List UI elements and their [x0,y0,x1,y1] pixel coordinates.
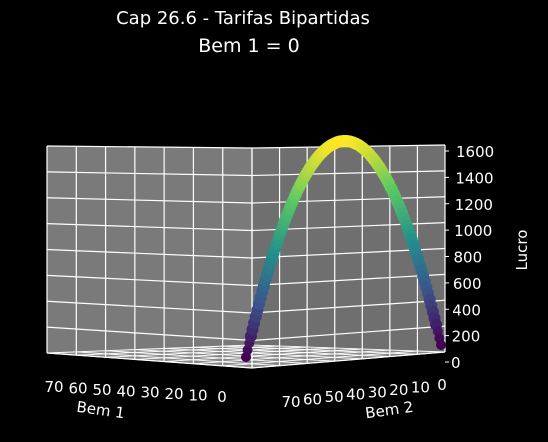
y-tick-label: 70 [281,393,300,411]
floor-grid-line [134,347,335,360]
floor-grid-line [76,351,280,367]
floor-grid-line [46,352,253,369]
y-tick-labels: 70 60 50 40 30 20 10 0 [281,376,446,411]
x-axis-label: Bem 1 [75,398,125,423]
floor-grid-line [46,344,253,354]
floor-grid-line [134,349,335,362]
z-tick-label: 1600 [456,143,494,161]
z-tick-label: 1200 [455,196,493,214]
chart-title: Cap 26.6 - Tarifas Bipartidas [116,8,370,29]
y-tick-label: 50 [325,388,344,406]
y-tick-label: 20 [389,381,408,399]
x-tick-labels: 70 60 50 40 30 20 10 0 [44,378,226,406]
grid-line-z-left [46,145,253,149]
floor-grid-line [222,350,418,367]
y-tick-label: 40 [346,386,365,404]
x-tick-label: 70 [44,378,63,396]
grid-line-z-left [46,223,253,232]
y-tick-label: 0 [437,376,447,394]
z-tick-label: 1000 [454,222,492,240]
x-tick-label: 60 [68,379,87,397]
x-tick-label: 20 [164,385,183,403]
floor-grid-line [105,350,308,364]
grid-line-z-right [251,273,446,287]
grid-line-z-right [251,170,446,177]
grid-line-z-left [46,248,253,259]
grid-line-z-left [46,197,253,204]
x-tick-label: 50 [92,381,111,399]
grid-line-z-right [251,299,446,314]
z-tick-label: 800 [454,249,483,267]
y-tick-label: 30 [368,383,387,401]
z-tick-label: 1400 [455,169,493,187]
z-axis-label: Lucro [513,230,531,271]
floor-grid-line [164,348,363,363]
z-tick-labels: 0 200 400 600 800 1000 1200 1400 1600 [445,143,494,372]
y-tick-label: 10 [411,378,430,396]
y-tick-label: 60 [303,391,322,409]
z-tick-label: 600 [453,275,482,293]
grid-line-z-left [46,274,253,287]
floor-grid-line [222,345,418,355]
x-tick-label: 30 [140,384,159,402]
scatter-points [241,135,446,362]
grid-line-z-left [46,171,253,177]
x-tick-label: 40 [116,382,135,400]
floor-grid-line [193,349,390,365]
grid-line-z-left [46,300,253,314]
z-tick-label: 400 [452,301,481,319]
y-axis-label: Bem 2 [364,398,414,423]
floor-grid-line [164,347,363,360]
x-tick-label: 10 [188,387,207,405]
floor-grid-line [251,344,446,353]
z-tick-label: 0 [451,354,461,372]
grid-line-z-right [251,325,446,342]
grid-line-z-right [251,196,446,204]
grid-line-z-left [46,326,253,342]
x-tick-label: 0 [217,388,227,406]
floor-grid-line [251,351,446,369]
floor-grid-line [193,346,390,358]
chart-subtitle: Bem 1 = 0 [198,35,299,57]
scatter-point [436,340,446,350]
z-tick-label: 200 [452,328,481,346]
